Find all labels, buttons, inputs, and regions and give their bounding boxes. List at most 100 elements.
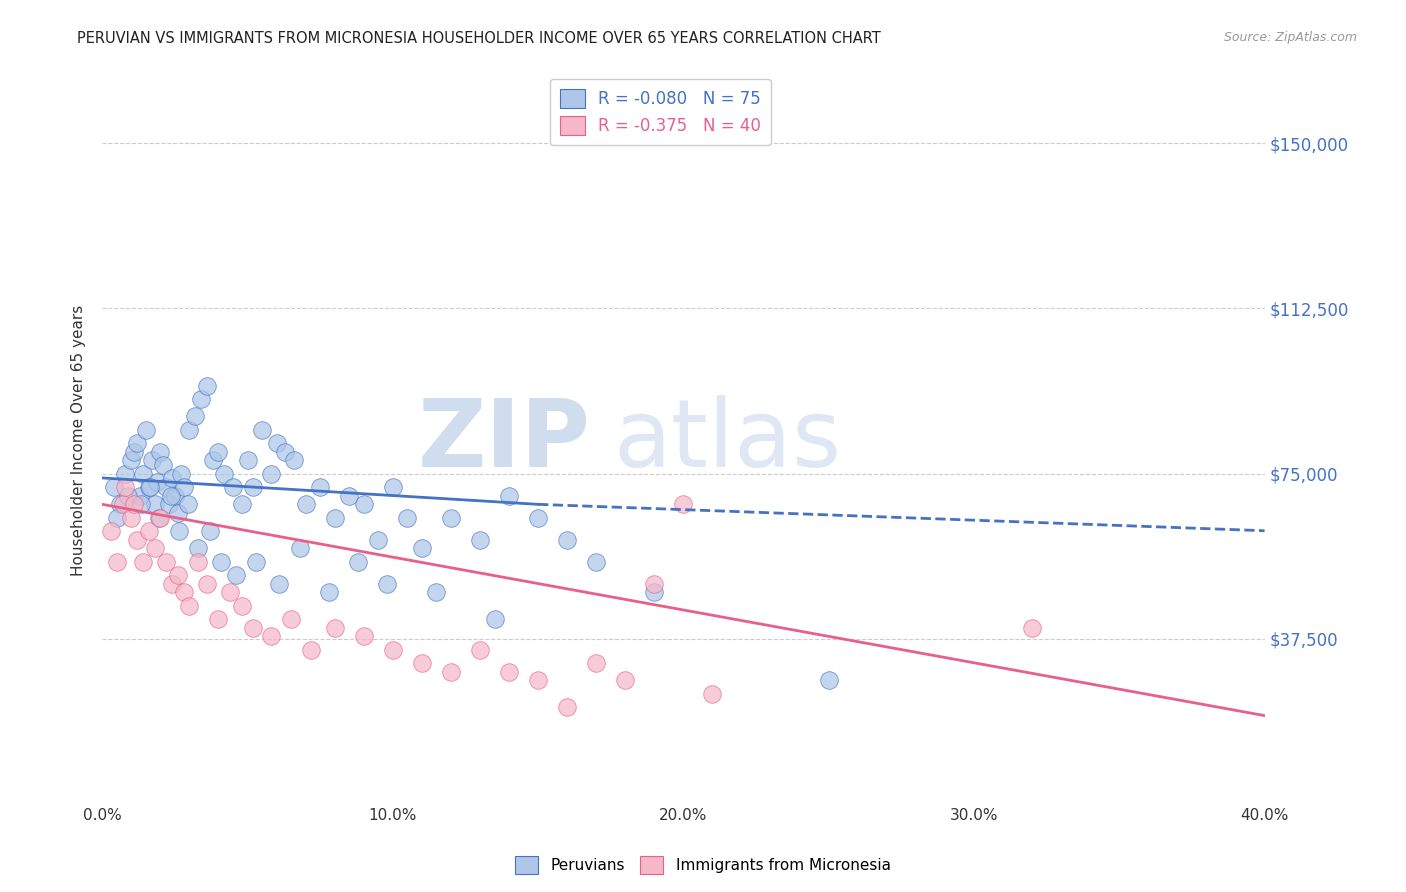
- Point: [411, 656, 433, 670]
- Point: [132, 555, 155, 569]
- Point: [484, 612, 506, 626]
- Point: [527, 673, 550, 688]
- Point: [146, 475, 169, 490]
- Point: [139, 480, 162, 494]
- Point: [269, 576, 291, 591]
- Point: [170, 467, 193, 481]
- Point: [143, 541, 166, 556]
- Text: Source: ZipAtlas.com: Source: ZipAtlas.com: [1223, 31, 1357, 45]
- Point: [301, 642, 323, 657]
- Point: [614, 673, 637, 688]
- Point: [555, 699, 578, 714]
- Point: [236, 453, 259, 467]
- Point: [219, 585, 242, 599]
- Point: [166, 506, 188, 520]
- Point: [143, 497, 166, 511]
- Text: PERUVIAN VS IMMIGRANTS FROM MICRONESIA HOUSEHOLDER INCOME OVER 65 YEARS CORRELAT: PERUVIAN VS IMMIGRANTS FROM MICRONESIA H…: [77, 31, 882, 46]
- Point: [157, 497, 180, 511]
- Point: [129, 489, 152, 503]
- Point: [375, 576, 398, 591]
- Point: [242, 480, 264, 494]
- Point: [280, 612, 302, 626]
- Point: [111, 497, 134, 511]
- Point: [231, 497, 253, 511]
- Point: [160, 576, 183, 591]
- Point: [138, 524, 160, 538]
- Point: [214, 467, 236, 481]
- Point: [135, 423, 157, 437]
- Point: [222, 480, 245, 494]
- Point: [141, 453, 163, 467]
- Point: [152, 458, 174, 472]
- Point: [201, 453, 224, 467]
- Point: [527, 510, 550, 524]
- Point: [1021, 621, 1043, 635]
- Point: [122, 497, 145, 511]
- Point: [173, 585, 195, 599]
- Point: [207, 444, 229, 458]
- Point: [179, 599, 201, 613]
- Point: [294, 497, 316, 511]
- Point: [411, 541, 433, 556]
- Point: [177, 497, 200, 511]
- Point: [381, 642, 404, 657]
- Point: [353, 629, 375, 643]
- Point: [817, 673, 839, 688]
- Point: [117, 489, 139, 503]
- Point: [231, 599, 253, 613]
- Point: [323, 621, 346, 635]
- Point: [187, 555, 209, 569]
- Point: [468, 642, 491, 657]
- Point: [266, 435, 288, 450]
- Point: [440, 510, 463, 524]
- Point: [105, 510, 128, 524]
- Point: [167, 524, 190, 538]
- Point: [498, 665, 520, 679]
- Point: [381, 480, 404, 494]
- Point: [643, 576, 665, 591]
- Point: [149, 510, 172, 524]
- Point: [585, 555, 607, 569]
- Point: [468, 533, 491, 547]
- Point: [643, 585, 665, 599]
- Point: [702, 687, 724, 701]
- Point: [498, 489, 520, 503]
- Point: [274, 444, 297, 458]
- Point: [179, 423, 201, 437]
- Point: [245, 555, 267, 569]
- Point: [190, 392, 212, 406]
- Point: [225, 567, 247, 582]
- Point: [440, 665, 463, 679]
- Point: [114, 480, 136, 494]
- Point: [396, 510, 419, 524]
- Point: [309, 480, 332, 494]
- Point: [122, 444, 145, 458]
- Point: [114, 467, 136, 481]
- Point: [149, 444, 172, 458]
- Point: [148, 510, 170, 524]
- Point: [672, 497, 695, 511]
- Y-axis label: Householder Income Over 65 years: Householder Income Over 65 years: [72, 305, 86, 576]
- Point: [173, 480, 195, 494]
- Point: [367, 533, 389, 547]
- Point: [103, 480, 125, 494]
- Point: [166, 567, 188, 582]
- Point: [209, 555, 232, 569]
- Point: [318, 585, 340, 599]
- Point: [585, 656, 607, 670]
- Point: [120, 453, 142, 467]
- Point: [323, 510, 346, 524]
- Point: [288, 541, 311, 556]
- Point: [260, 467, 283, 481]
- Point: [132, 467, 155, 481]
- Text: atlas: atlas: [613, 394, 842, 486]
- Point: [260, 629, 283, 643]
- Point: [125, 533, 148, 547]
- Point: [425, 585, 447, 599]
- Point: [105, 555, 128, 569]
- Point: [242, 621, 264, 635]
- Legend: R = -0.080   N = 75, R = -0.375   N = 40: R = -0.080 N = 75, R = -0.375 N = 40: [550, 78, 770, 145]
- Text: ZIP: ZIP: [418, 394, 591, 486]
- Point: [131, 497, 153, 511]
- Point: [195, 378, 218, 392]
